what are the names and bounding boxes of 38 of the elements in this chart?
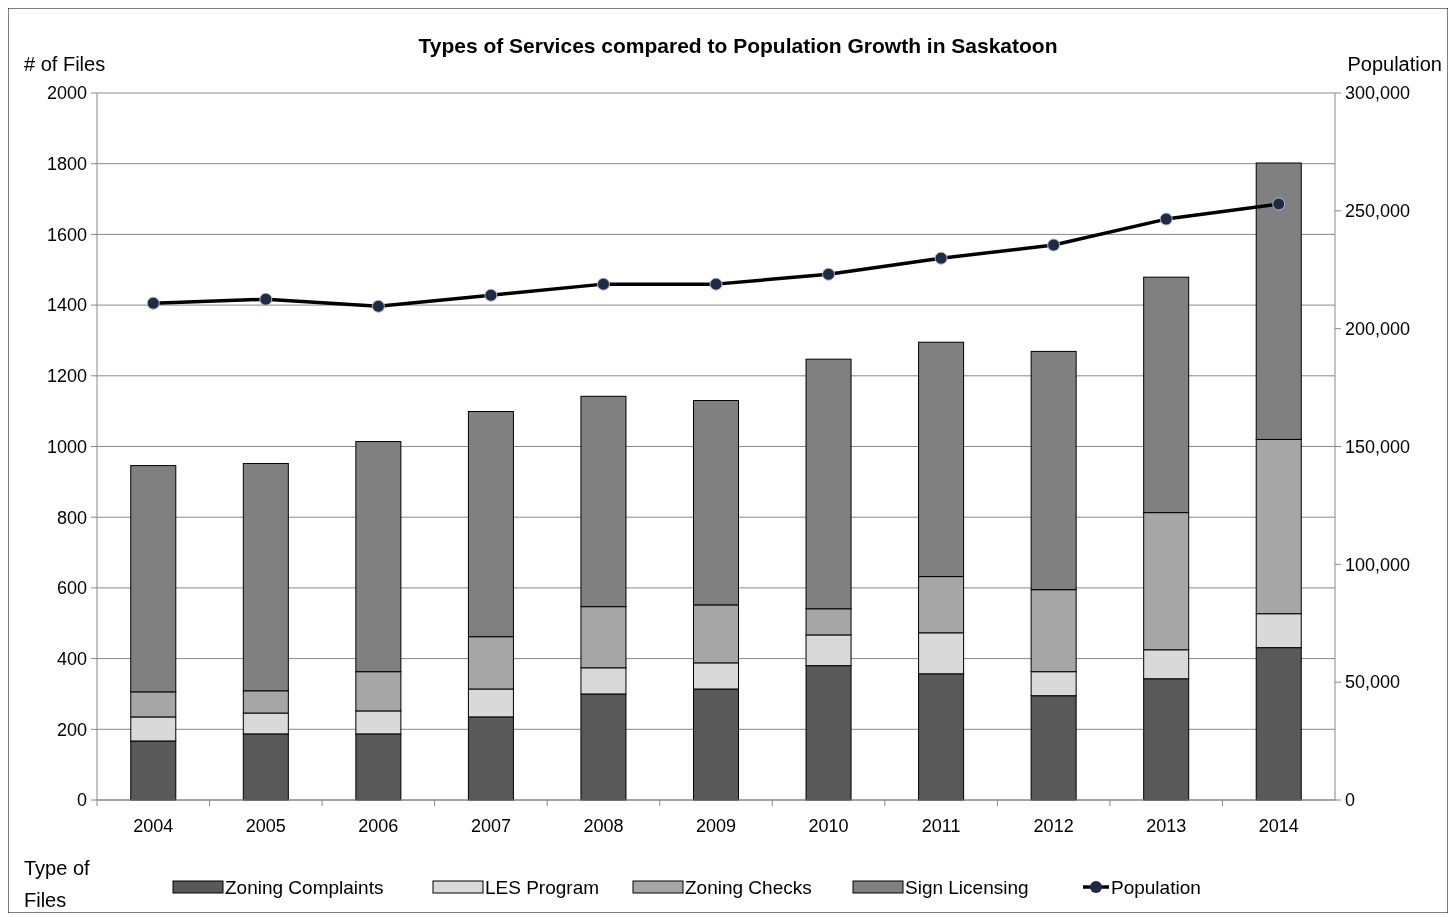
x-tick-label: 2011 [921, 816, 961, 836]
y2-axis-title: Population [1347, 53, 1442, 75]
y-tick-label: 2000 [46, 83, 87, 104]
legend-label: LES Program [485, 877, 600, 898]
x-tick-label: 2005 [245, 816, 286, 836]
legend-label: Sign Licensing [905, 877, 1029, 898]
x-tick-label: 2008 [583, 816, 624, 836]
y-tick-label: 600 [56, 578, 87, 599]
x-tick-label: 2004 [133, 816, 174, 836]
y2-tick-label: 0 [1345, 790, 1356, 811]
y-tick-label: 800 [56, 507, 87, 528]
y2-tick-label: 150,000 [1345, 436, 1411, 457]
y-tick-label: 0 [76, 790, 87, 811]
x-tick-label: 2012 [1033, 816, 1074, 836]
x-tick-label: 2006 [358, 816, 399, 836]
x-tick-label: 2009 [695, 816, 737, 836]
legend-label: Population [1111, 877, 1201, 898]
y-tick-label: 1000 [46, 436, 87, 457]
y2-tick-label: 250,000 [1345, 201, 1411, 222]
y2-tick-label: 50,000 [1345, 672, 1401, 693]
x-tick-label: 2014 [1258, 816, 1299, 836]
y-tick-label: 1200 [46, 366, 87, 387]
y-axis-title: # of Files [24, 53, 106, 75]
y-tick-label: 1800 [46, 154, 87, 174]
y-tick-label: 1400 [46, 295, 87, 316]
x-tick-label: 2007 [470, 816, 511, 836]
y-tick-label: 1600 [46, 224, 87, 245]
y-tick-label: 400 [56, 648, 87, 669]
x-tick-label: 2010 [808, 816, 849, 836]
y2-tick-label: 200,000 [1345, 318, 1411, 339]
y2-tick-label: 300,000 [1345, 83, 1411, 104]
legend-label: Zoning Complaints [225, 877, 384, 898]
chart-title: Types of Services compared to Population Growth in Saskatoon [418, 34, 1058, 57]
legend-title: Type of Files [24, 857, 91, 911]
y2-tick-label: 100,000 [1345, 554, 1411, 575]
y-tick-label: 200 [56, 719, 87, 740]
x-tick-label: 2013 [1146, 816, 1187, 836]
legend-label: Zoning Checks [685, 877, 812, 898]
